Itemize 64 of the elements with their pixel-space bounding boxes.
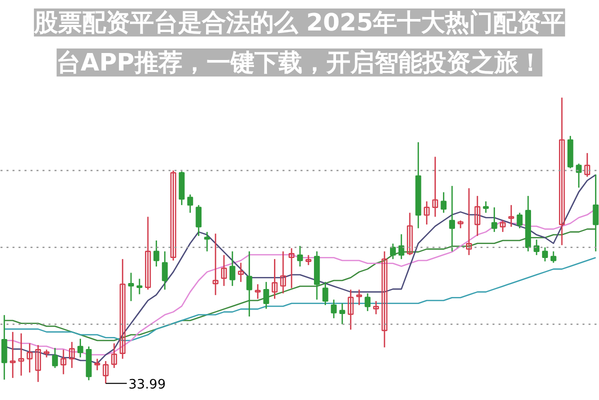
candlestick [306,254,312,266]
candlestick [1,314,8,380]
candlestick [153,240,160,268]
annotation: 33.99 [128,377,166,392]
candlestick [102,360,109,384]
candlestick [221,254,227,287]
candlestick [356,288,362,306]
candlestick [18,332,24,376]
candlestick [26,342,33,374]
candlestick [128,272,134,302]
candlestick [35,344,42,383]
candlestick [558,96,565,246]
candlestick [373,300,379,315]
candlestick [136,278,142,295]
candlestick [348,288,354,330]
candlestick [94,358,100,371]
candlestick [297,245,303,268]
candlestick [364,292,371,312]
candlestick [491,206,498,233]
candlestick [263,281,270,310]
candlestick [10,331,16,379]
candlestick [170,170,176,262]
candlestick [204,231,210,252]
candlestick [246,250,252,318]
candlestick [382,250,388,348]
candlestick [229,250,236,287]
candlestick [516,212,523,229]
candlestick [111,342,118,369]
candlestick [449,185,455,252]
candlestick [406,212,413,256]
candlestick [120,258,126,360]
candlestick [68,341,75,369]
candlestick [424,200,430,226]
candlestick [288,248,294,289]
candlestick [390,242,396,260]
candlestick [466,188,472,256]
candlestick [162,250,168,290]
candlestick [550,250,556,264]
candlestick [534,238,540,256]
candlestick [196,204,202,237]
candlestick [280,250,286,294]
candlestick [272,258,278,300]
candlestick [508,204,514,228]
candlestick [339,302,346,325]
candlestick [474,195,480,237]
candlestick [576,162,582,188]
candlestick [592,174,599,252]
candlestick [330,298,337,319]
candlestick [584,152,590,178]
candlestick [440,192,447,214]
candlestick [322,281,328,306]
candlestick [52,347,58,369]
candlestick [187,194,194,214]
candlestick [212,232,218,296]
candlestick [238,262,244,283]
candlestick [254,284,261,300]
candlestick [542,246,548,262]
candlestick [432,156,438,218]
candlestick [145,216,151,290]
candlestick [500,220,506,233]
candlestick [398,234,404,260]
candlestick [482,200,489,214]
candlestick [60,348,66,375]
candlestick [77,338,84,358]
